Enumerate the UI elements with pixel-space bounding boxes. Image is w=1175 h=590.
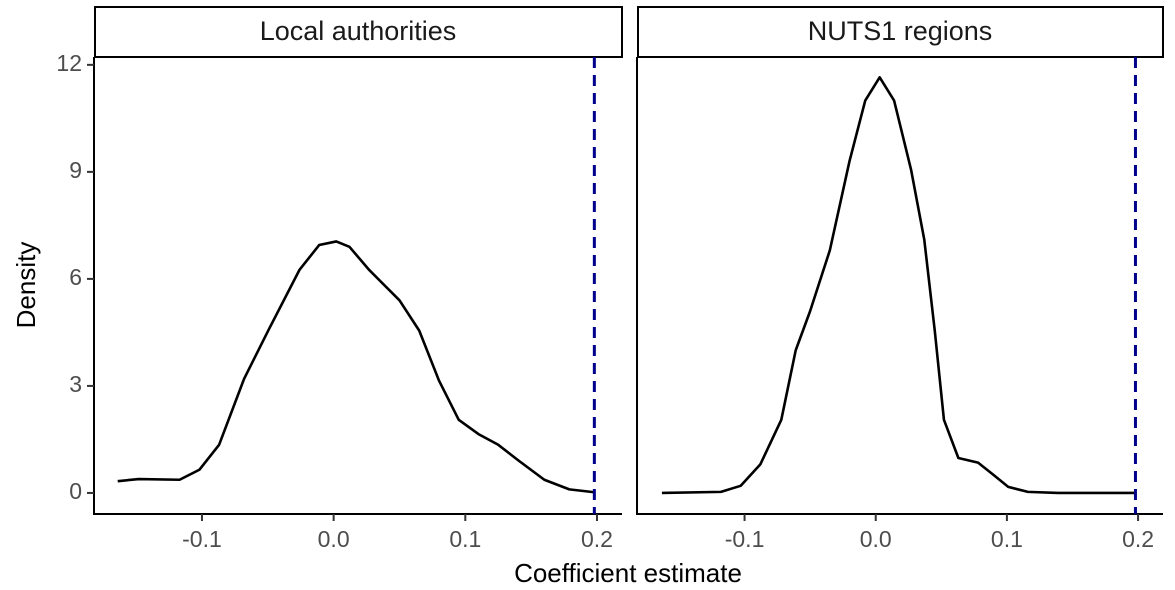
y-tick-label: 12 [56,50,82,76]
x-tick-label: 0.2 [1122,526,1154,552]
x-tick-label: -0.1 [725,526,765,552]
facet-title: Local authorities [260,16,457,46]
x-axis-label: Coefficient estimate [514,558,742,588]
x-tick-label: 0.0 [860,526,892,552]
x-tick-label: -0.1 [182,526,222,552]
y-tick-label: 9 [69,157,82,183]
facet-strip [637,6,1164,58]
density-line [661,76,1136,495]
x-tick-label: 0.0 [318,526,350,552]
density-line [117,240,595,494]
x-tick-label: 0.1 [991,526,1023,552]
y-tick-label: 0 [69,478,82,504]
y-tick-label: 3 [69,371,82,397]
y-tick-label: 6 [69,264,82,290]
y-axis-label: Density [11,242,41,329]
facet-strip [94,6,623,58]
x-tick-label: 0.2 [581,526,613,552]
facet-title: NUTS1 regions [808,16,993,46]
x-tick-label: 0.1 [449,526,481,552]
